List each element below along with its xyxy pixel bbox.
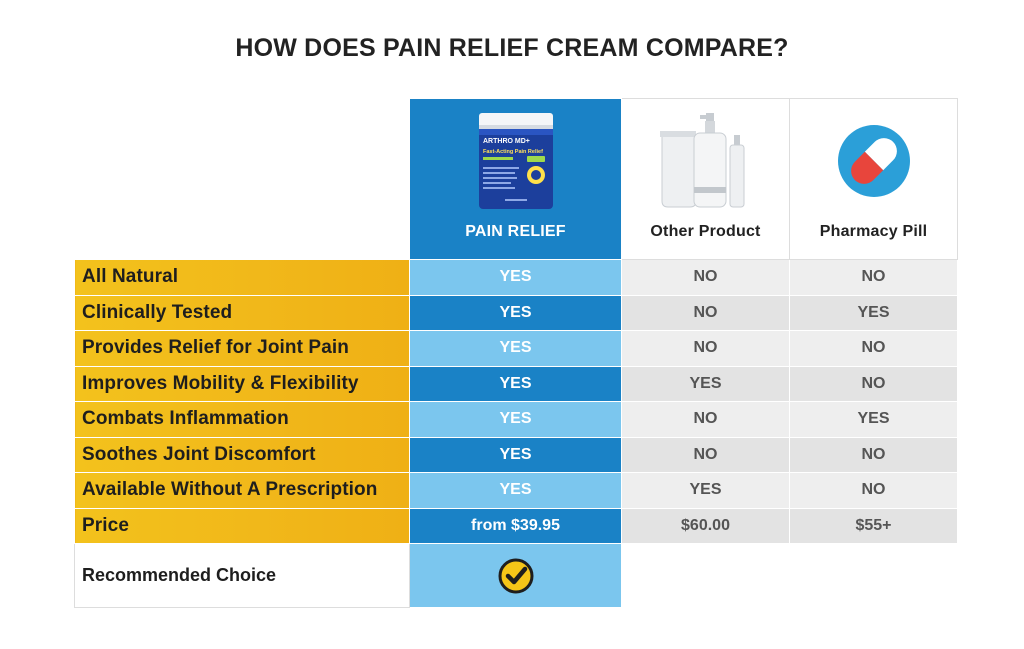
pharmacy-pill-value: YES xyxy=(789,294,958,331)
other-product-value: YES xyxy=(621,472,790,509)
pharmacy-pill-value: YES xyxy=(789,401,958,438)
pharmacy-pill-value: NO xyxy=(789,365,958,402)
pharmacy-pill-value: NO xyxy=(789,259,958,296)
jar-line-text: Fast-Acting Pain Relief xyxy=(483,149,543,155)
other-product-column-label: Other Product xyxy=(650,223,761,240)
table-row: Soothes Joint Discomfort YES NO NO xyxy=(74,436,958,473)
feature-label: Combats Inflammation xyxy=(74,401,410,438)
pain-relief-value: YES xyxy=(409,259,622,296)
other-product-column-header: Other Product xyxy=(621,98,790,260)
other-product-value: YES xyxy=(621,365,790,402)
pharmacy-pill-column-label: Pharmacy Pill xyxy=(819,223,928,240)
pain-relief-value: YES xyxy=(409,436,622,473)
table-row: Improves Mobility & Flexibility YES YES … xyxy=(74,365,958,402)
table-row: Clinically Tested YES NO YES xyxy=(74,294,958,331)
other-product-value: NO xyxy=(621,330,790,367)
pharmacy-pill-value: NO xyxy=(789,436,958,473)
checkmark-badge-icon xyxy=(498,558,534,593)
other-product-value: NO xyxy=(621,401,790,438)
pharmacy-pill-value: NO xyxy=(789,472,958,509)
cream-jar-icon: ARTHRO MD+ Fast-Acting Pain Relief xyxy=(475,111,557,211)
pain-relief-column-label: PAIN RELIEF xyxy=(465,223,566,240)
recommended-row: Recommended Choice xyxy=(74,543,958,608)
feature-label: Soothes Joint Discomfort xyxy=(74,436,410,473)
pain-relief-value: YES xyxy=(409,401,622,438)
feature-label: Clinically Tested xyxy=(74,294,410,331)
jar-brand-text: ARTHRO MD+ xyxy=(483,138,530,145)
pain-relief-value: YES xyxy=(409,365,622,402)
pain-relief-value: YES xyxy=(409,294,622,331)
recommended-label: Recommended Choice xyxy=(74,543,410,608)
header-blank-cell xyxy=(74,98,410,260)
page-title: HOW DOES PAIN RELIEF CREAM COMPARE? xyxy=(235,34,789,62)
feature-label: Price xyxy=(74,507,410,544)
recommended-empty-cell xyxy=(789,543,958,608)
comparison-table: ARTHRO MD+ Fast-Acting Pain Relief xyxy=(74,98,958,608)
other-product-value: NO xyxy=(621,436,790,473)
pharmacy-pill-column-header: Pharmacy Pill xyxy=(789,98,958,260)
table-row: Available Without A Prescription YES YES… xyxy=(74,472,958,509)
feature-label: All Natural xyxy=(74,259,410,296)
feature-label: Provides Relief for Joint Pain xyxy=(74,330,410,367)
table-row: All Natural YES NO NO xyxy=(74,259,958,296)
table-row: Price from $39.95 $60.00 $55+ xyxy=(74,507,958,544)
feature-label: Available Without A Prescription xyxy=(74,472,410,509)
feature-label: Improves Mobility & Flexibility xyxy=(74,365,410,402)
pain-relief-column-header: ARTHRO MD+ Fast-Acting Pain Relief xyxy=(409,98,622,260)
cosmetic-bottles-icon xyxy=(656,111,756,211)
other-product-value: NO xyxy=(621,259,790,296)
header-row: ARTHRO MD+ Fast-Acting Pain Relief xyxy=(74,98,958,260)
pharmacy-pill-value: $55+ xyxy=(789,507,958,544)
pain-relief-value: YES xyxy=(409,330,622,367)
pharmacy-pill-value: NO xyxy=(789,330,958,367)
table-row: Combats Inflammation YES NO YES xyxy=(74,401,958,438)
other-product-value: NO xyxy=(621,294,790,331)
recommended-pain-relief-cell xyxy=(409,543,622,608)
table-row: Provides Relief for Joint Pain YES NO NO xyxy=(74,330,958,367)
pill-capsule-icon xyxy=(836,111,912,211)
pain-relief-value: YES xyxy=(409,472,622,509)
pain-relief-value: from $39.95 xyxy=(409,507,622,544)
recommended-empty-cell xyxy=(621,543,790,608)
other-product-value: $60.00 xyxy=(621,507,790,544)
